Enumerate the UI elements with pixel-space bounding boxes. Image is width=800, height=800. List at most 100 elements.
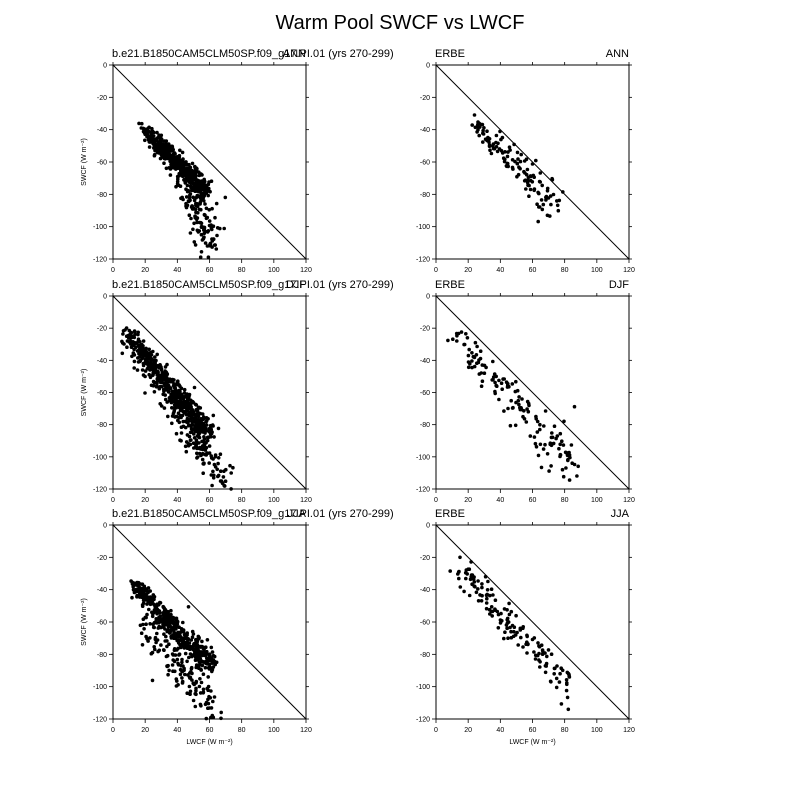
data-point: [130, 595, 134, 600]
data-point: [151, 602, 156, 606]
data-point: [479, 384, 484, 389]
data-point: [198, 406, 203, 410]
data-point: [207, 208, 211, 212]
data-point: [169, 636, 174, 640]
data-point: [219, 479, 224, 483]
data-point: [166, 614, 170, 619]
data-point: [195, 451, 199, 456]
data-point: [175, 638, 179, 643]
data-point: [151, 138, 156, 143]
data-point: [173, 393, 178, 398]
data-point: [165, 147, 170, 152]
data-point: [161, 387, 166, 392]
data-point: [527, 403, 531, 408]
data-point: [190, 629, 195, 634]
data-point: [469, 560, 473, 564]
y-tick-label: -60: [420, 620, 430, 627]
data-point: [209, 706, 214, 710]
data-point: [467, 347, 472, 352]
y-tick-label: -20: [97, 326, 107, 333]
data-point: [200, 639, 204, 644]
data-point: [156, 626, 161, 630]
data-point: [179, 386, 184, 391]
data-point: [197, 637, 201, 641]
data-point: [197, 663, 201, 668]
data-point: [177, 652, 182, 656]
data-point: [216, 461, 220, 466]
data-point: [549, 435, 554, 440]
x-tick-label: 120: [623, 497, 635, 504]
data-point: [212, 654, 217, 659]
data-point: [202, 435, 206, 439]
data-point: [209, 179, 214, 183]
data-point: [165, 629, 169, 634]
data-point: [505, 383, 510, 388]
data-point: [165, 400, 169, 404]
data-point: [493, 607, 497, 611]
data-point: [484, 601, 489, 605]
x-tick-label: 100: [268, 267, 280, 274]
data-point: [469, 573, 474, 577]
data-point: [543, 664, 548, 668]
y-tick-label: -60: [97, 160, 107, 167]
data-point: [148, 357, 153, 362]
data-point: [162, 406, 167, 410]
data-point: [506, 406, 510, 411]
data-point: [508, 148, 512, 152]
data-point: [533, 657, 538, 661]
data-point: [519, 635, 523, 640]
data-point: [195, 220, 199, 225]
data-point: [194, 403, 199, 407]
y-tick-label: -40: [97, 587, 107, 594]
data-point: [219, 716, 223, 721]
data-point: [211, 457, 215, 461]
data-point: [216, 426, 221, 431]
data-point: [193, 183, 197, 187]
data-point: [192, 432, 196, 436]
data-point: [212, 695, 217, 699]
data-point: [491, 142, 496, 146]
data-point: [156, 602, 161, 607]
data-point: [183, 651, 188, 656]
data-point: [180, 676, 184, 680]
data-point: [569, 443, 574, 447]
data-point: [534, 158, 538, 163]
data-point: [475, 344, 479, 349]
data-point: [560, 467, 565, 472]
data-point: [500, 387, 505, 392]
data-point: [500, 619, 504, 623]
x-tick-label: 100: [591, 267, 603, 274]
data-point: [515, 388, 520, 393]
data-point: [170, 652, 175, 656]
data-point: [181, 636, 186, 640]
data-point: [474, 590, 479, 595]
data-point: [161, 605, 166, 610]
data-point: [184, 201, 188, 206]
data-point: [536, 641, 540, 645]
data-point: [525, 634, 529, 639]
data-point: [494, 144, 499, 149]
data-point: [494, 383, 499, 388]
data-point: [185, 183, 190, 188]
data-point: [203, 702, 208, 707]
data-point: [553, 666, 557, 671]
data-point: [572, 404, 577, 409]
data-point: [194, 645, 198, 649]
data-point: [564, 466, 568, 470]
data-point: [472, 355, 476, 359]
data-point: [143, 615, 148, 620]
data-point: [545, 452, 550, 456]
data-point: [536, 190, 540, 195]
data-point: [193, 164, 197, 169]
data-point: [477, 372, 482, 376]
data-point: [537, 205, 542, 209]
y-tick-label: -40: [420, 127, 430, 134]
data-point: [180, 660, 184, 665]
data-point: [191, 195, 195, 200]
data-point: [192, 170, 197, 174]
panel-title-right: JJA: [611, 508, 630, 520]
panel-title-right: DJF: [286, 279, 306, 291]
data-point: [192, 446, 196, 450]
data-point: [191, 188, 195, 192]
data-point: [188, 671, 192, 675]
